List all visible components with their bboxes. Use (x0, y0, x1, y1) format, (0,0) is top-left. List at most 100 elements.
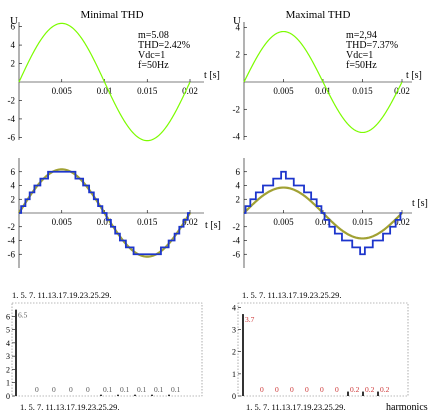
x-tick-label: 0.005 (273, 86, 294, 96)
y-tick-label: -6 (233, 249, 241, 259)
harmonic-value-label: 0 (305, 385, 309, 394)
y-tick-label: 2 (6, 365, 10, 374)
harmonic-value-label: 0.1 (137, 385, 147, 394)
y-tick-label: 2 (11, 194, 16, 204)
y-tick-label: 6 (11, 167, 16, 177)
harmonic-value-label: 0 (290, 385, 294, 394)
x-tick-label: 0.01 (97, 217, 113, 227)
harmonic-value-label: 0.1 (120, 385, 130, 394)
y-tick-label: 6 (11, 22, 16, 32)
y-tick-label: 4 (232, 303, 236, 312)
y-tick-label: -2 (8, 222, 16, 232)
x-tick-label: 0.01 (97, 86, 113, 96)
x-tick-label: 0.015 (352, 217, 373, 227)
y-tick-label: 4 (236, 22, 241, 32)
y-axis-label: U (233, 15, 241, 27)
annotation-modulation: m=2,94 (346, 30, 377, 41)
y-tick-label: -4 (8, 236, 16, 246)
x-tick-label: 0.005 (52, 86, 73, 96)
y-tick-label: 2 (232, 348, 236, 357)
panel-maximal-spectrum: 1. 5. 7. 11.13.17.19.23.25.29. 1. 5. 7. … (232, 290, 428, 413)
y-tick-label: -2 (8, 95, 16, 105)
harmonic-value-label: 0 (275, 385, 279, 394)
harmonic-value-label: 0 (35, 385, 39, 394)
y-tick-label: 3 (232, 326, 236, 335)
bottom-harmonic-labels: 1. 5. 7. 11.13.17.19.23.25.29. (20, 402, 120, 412)
y-tick-label: -2 (233, 222, 241, 232)
y-tick-label: 1 (232, 370, 236, 379)
harmonics-axis-label: harmonics (386, 402, 428, 413)
harmonic-value-label: 0 (86, 385, 90, 394)
y-tick-label: 1 (6, 379, 10, 388)
harmonic-value-label: 0.1 (154, 385, 164, 394)
y-tick-label: -4 (8, 114, 16, 124)
harmonic-value-label: 0 (69, 385, 73, 394)
x-axis-label: t [s] (412, 198, 428, 209)
x-tick-label: 0.01 (315, 217, 331, 227)
annotation-thd: THD=2.42% (138, 40, 190, 51)
annotation-vdc: Vdc=1 (346, 50, 373, 61)
bottom-harmonic-labels: 1. 5. 7. 11.13.17.19.23.25.29. (246, 402, 346, 412)
panel-minimal-wave: Minimal THD U t [s] 6 4 2 -2 -4 -6 0.005 0.01 0… (8, 9, 220, 142)
x-axis-label: t [s] (406, 70, 422, 81)
harmonic-value-label: 0 (335, 385, 339, 394)
sine-wave-line (243, 30, 403, 134)
y-tick-label: 0 (6, 392, 10, 401)
staircase-line (244, 170, 402, 256)
annotation-block: m=2,94 THD=7.37% Vdc=1 f=50Hz (346, 30, 398, 71)
y-tick-label: -6 (8, 249, 16, 259)
panel-maximal-wave: Maximal THD U t [s] 4 2 -2 -4 0.005 0.01 0.01… (233, 9, 422, 142)
x-tick-label: 0.015 (352, 86, 373, 96)
annotation-thd: THD=7.37% (346, 40, 398, 51)
panel-minimal-staircase: t [s] 6 4 2 -2 -4 -6 0.005 0.01 0.015 0.02 (8, 158, 221, 268)
harmonic-value-label: 0.2 (380, 385, 390, 394)
annotation-vdc: Vdc=1 (138, 50, 165, 61)
harmonic-value-label: 0.1 (103, 385, 113, 394)
x-tick-label: 0.02 (182, 86, 198, 96)
y-tick-label: -6 (8, 132, 16, 142)
y-tick-label: -4 (233, 236, 241, 246)
harmonic-value-label: 0.2 (365, 385, 375, 394)
y-tick-label: 0 (232, 392, 236, 401)
harmonic-value-label: 0 (320, 385, 324, 394)
y-tick-label: 5 (6, 326, 10, 335)
harmonic-value-label: 0.1 (171, 385, 181, 394)
annotation-frequency: f=50Hz (138, 60, 169, 71)
y-tick-label: 4 (236, 181, 241, 191)
x-axis-label: t [s] (205, 220, 221, 231)
y-tick-label: 4 (6, 339, 10, 348)
y-tick-label: 2 (11, 59, 16, 69)
plot-frame (11, 302, 203, 397)
y-tick-label: 6 (236, 167, 241, 177)
y-tick-label: 3 (6, 352, 10, 361)
plot-frame (237, 302, 409, 397)
y-tick-label: -4 (233, 132, 241, 142)
annotation-block: m=5.08 THD=2.42% Vdc=1 f=50Hz (138, 30, 190, 71)
x-tick-label: 0.02 (394, 217, 410, 227)
panel-maximal-staircase: t [s] 6 4 2 -2 -4 -6 0.005 0.01 0.015 0.02 (233, 158, 428, 268)
annotation-modulation: m=5.08 (138, 30, 169, 41)
harmonic-value-label: 3.7 (245, 315, 255, 324)
sine-wave-line (18, 22, 191, 142)
x-axis-label: t [s] (204, 70, 220, 81)
top-harmonic-labels: 1. 5. 7. 11.13.17.19.23.25.29. (12, 290, 112, 300)
top-harmonic-labels: 1. 5. 7. 11.13.17.19.23.25.29. (242, 290, 342, 300)
x-tick-label: 0.005 (273, 217, 294, 227)
annotation-frequency: f=50Hz (346, 60, 377, 71)
panel-minimal-spectrum: 1. 5. 7. 11.13.17.19.23.25.29. 1. 5. 7. … (6, 290, 203, 412)
x-tick-label: 0.015 (137, 217, 158, 227)
y-axis-label: U (10, 15, 18, 27)
y-tick-label: 2 (236, 194, 241, 204)
harmonic-value-label: 0 (260, 385, 264, 394)
staircase-line (19, 170, 190, 256)
y-tick-label: 4 (11, 181, 16, 191)
y-tick-label: 4 (11, 40, 16, 50)
y-tick-label: -2 (233, 104, 241, 114)
x-tick-label: 0.01 (315, 86, 331, 96)
panel-title: Maximal THD (286, 9, 351, 21)
panel-title: Minimal THD (80, 9, 143, 21)
harmonic-value-label: 0 (52, 385, 56, 394)
x-tick-label: 0.005 (52, 217, 73, 227)
x-tick-label: 0.015 (137, 86, 158, 96)
